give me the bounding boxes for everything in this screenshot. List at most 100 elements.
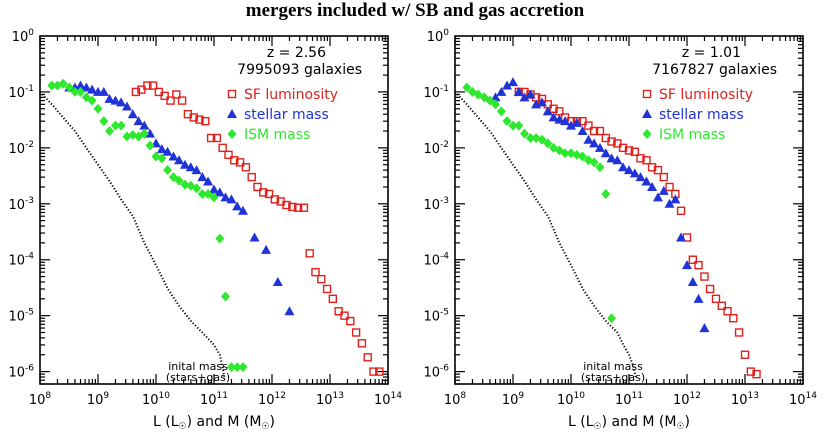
x-tick-exponent: 8 [45,391,51,401]
data-point-diamond [47,80,57,91]
data-point-square [613,139,622,148]
data-point-triangle [600,148,611,158]
data-point-diamond [525,133,535,144]
data-point-square [711,294,721,304]
data-point-triangle [104,93,115,103]
data-point-diamond [180,179,190,190]
data-point-triangle [284,306,295,316]
initial-mass-note: inital mass [583,360,643,373]
data-point-diamond [122,131,132,142]
data-point-square [177,96,187,105]
data-point-diamond [514,120,524,131]
data-point-triangle [589,138,600,148]
data-point-diamond [578,151,588,162]
x-tick-exponent: 13 [748,391,759,401]
y-tick-exponent: -1 [25,84,34,94]
data-point-square [665,182,674,192]
data-point-diamond [467,86,477,97]
data-point-triangle [699,323,710,333]
x-tick-exponent: 10 [159,391,171,401]
legend-marker-square [227,89,237,99]
y-tick-label: 100 [12,28,35,45]
y-tick-exponent: 0 [443,28,449,38]
data-point-triangle [98,86,109,96]
chart-panel-left: 108 109 1010 1011 1012 1013 101410010-110-210-… [8,28,402,432]
series-ism-mass [462,82,617,324]
data-point-triangle [232,201,243,211]
legend-marker-diamond [642,129,652,139]
x-tick-exponent: 11 [217,391,228,401]
data-point-triangle [658,185,669,195]
data-point-square [195,115,204,124]
data-point-square [700,272,709,281]
data-point-triangle [594,142,605,152]
y-tick-label: 100 [427,28,450,45]
data-point-triangle [191,165,202,175]
x-tick-exponent: 9 [103,391,109,401]
x-tick-exponent: 14 [806,391,818,401]
data-point-triangle [145,128,156,138]
data-point-square [607,137,616,146]
data-point-square [305,249,314,258]
series-stellar-mass [490,77,710,333]
data-point-square [624,146,634,155]
data-point-triangle [513,86,524,96]
x-axis-ticks [39,36,389,384]
data-point-diamond [64,82,74,93]
data-point-triangle [682,260,692,270]
data-point-diamond [238,362,248,373]
data-point-triangle [179,159,190,169]
data-point-triangle [220,192,231,202]
x-tick-label: 109 [502,391,525,408]
x-axis-label: L (L☉) and M (M☉) [153,414,275,432]
data-point-square [723,307,732,316]
data-point-square [247,172,256,182]
y-tick-exponent: -1 [440,84,449,94]
data-point-triangle [121,101,132,111]
data-point-triangle [75,80,86,90]
y-tick-exponent: -2 [440,140,449,150]
data-point-square [694,260,703,270]
data-point-triangle [652,192,663,202]
data-point-square [206,133,216,143]
data-point-square [340,311,349,320]
data-point-square [578,116,587,126]
data-point-square [288,202,297,212]
data-point-square [317,274,326,284]
data-point-square [653,165,663,175]
data-point-triangle [612,155,623,165]
data-point-triangle [237,205,248,215]
data-point-square [241,163,251,172]
data-point-diamond [174,175,184,186]
sun-symbol: ☉ [179,422,187,432]
data-point-square [676,206,686,215]
legend-label: stellar mass [244,107,329,123]
x-tick-label: 1014 [374,391,402,408]
data-point-diamond [607,313,617,324]
data-point-triangle [249,232,260,242]
x-tick-exponent: 9 [518,391,524,401]
y-tick-exponent: -5 [25,308,34,318]
data-point-square [235,158,245,167]
data-point-triangle [127,109,138,119]
data-point-diamond [589,157,599,168]
data-point-square [705,284,715,294]
data-point-triangle [577,126,588,136]
y-tick-label: 10-6 [8,364,34,381]
data-point-triangle [203,176,214,186]
data-point-square [729,314,738,323]
x-tick-label: 1011 [615,391,643,408]
data-point-diamond [549,142,559,153]
data-point-square [270,195,280,204]
data-point-diamond [462,82,472,93]
data-point-square [642,156,651,165]
data-point-diamond [116,120,126,131]
galaxy-count: 7167827 galaxies [652,62,777,78]
x-tick-label: 109 [87,391,110,408]
y-axis-ticks [40,37,388,385]
data-point-diamond [543,138,553,149]
galaxy-count: 7995093 galaxies [237,62,362,78]
data-point-triangle [519,92,530,102]
data-point-diamond [537,134,547,145]
x-tick-exponent: 14 [391,391,403,401]
